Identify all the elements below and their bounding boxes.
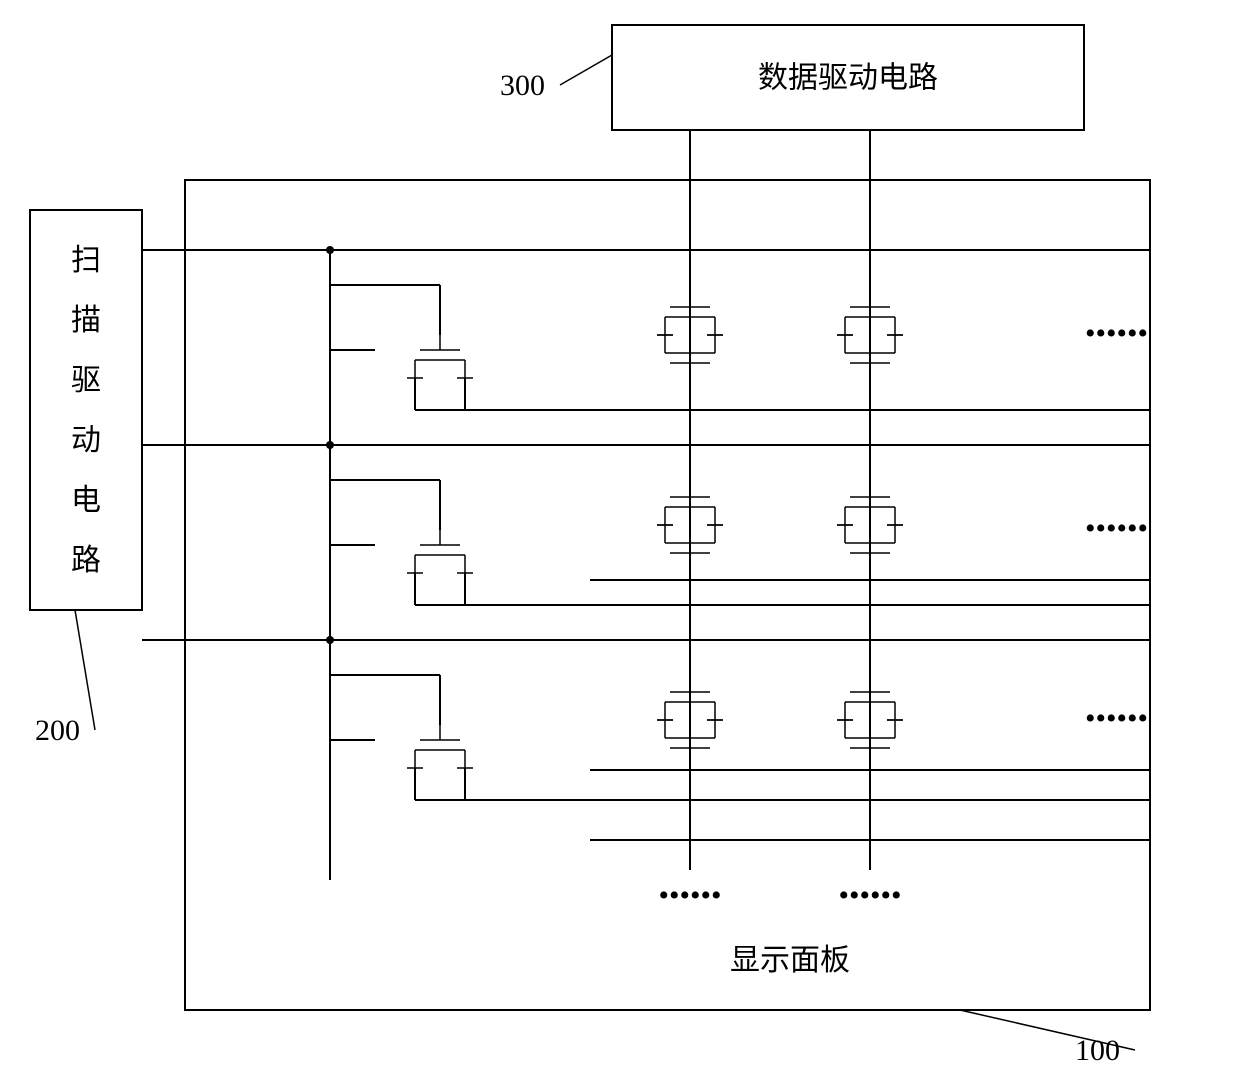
scan-driver-label-char: 驱 <box>71 364 101 397</box>
ellipsis: •••••• <box>838 879 901 912</box>
ellipsis: •••••• <box>1085 512 1148 545</box>
data-driver-label: 数据驱动电路 <box>758 62 938 95</box>
scan-driver-label-char: 描 <box>71 304 101 337</box>
ellipsis: •••••• <box>1085 702 1148 735</box>
ref-number: 300 <box>500 69 545 102</box>
wire <box>960 1010 1135 1050</box>
ellipsis: •••••• <box>658 879 721 912</box>
diagram-root: 显示面板 数据驱动电路扫描驱动电路 300 200 100 •••••• •••••• •••… <box>0 0 1240 1082</box>
wire <box>560 55 612 85</box>
display-panel-label: 显示面板 <box>730 944 850 977</box>
scan-driver-label-char: 动 <box>71 424 101 457</box>
scan-driver-label-char: 扫 <box>71 244 101 277</box>
scan-driver-label-char: 电 <box>71 484 101 517</box>
ellipsis: •••••• <box>1085 317 1148 350</box>
ref-number: 200 <box>35 714 80 747</box>
ref-number: 100 <box>1075 1034 1120 1067</box>
scan-driver-label-char: 路 <box>71 544 101 577</box>
wire <box>75 610 95 730</box>
